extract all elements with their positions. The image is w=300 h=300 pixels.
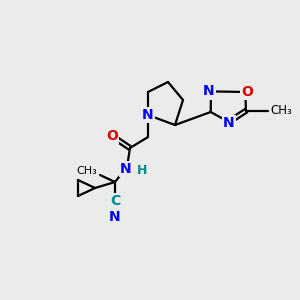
Text: C: C <box>110 194 120 208</box>
Text: H: H <box>137 164 147 176</box>
Text: N: N <box>142 108 154 122</box>
Text: N: N <box>203 84 215 98</box>
Text: N: N <box>223 116 235 130</box>
Text: CH₃: CH₃ <box>76 166 97 176</box>
Text: O: O <box>106 129 118 143</box>
Text: N: N <box>109 210 121 224</box>
Text: N: N <box>120 162 132 176</box>
Text: CH₃: CH₃ <box>270 104 292 117</box>
Text: O: O <box>242 85 253 99</box>
